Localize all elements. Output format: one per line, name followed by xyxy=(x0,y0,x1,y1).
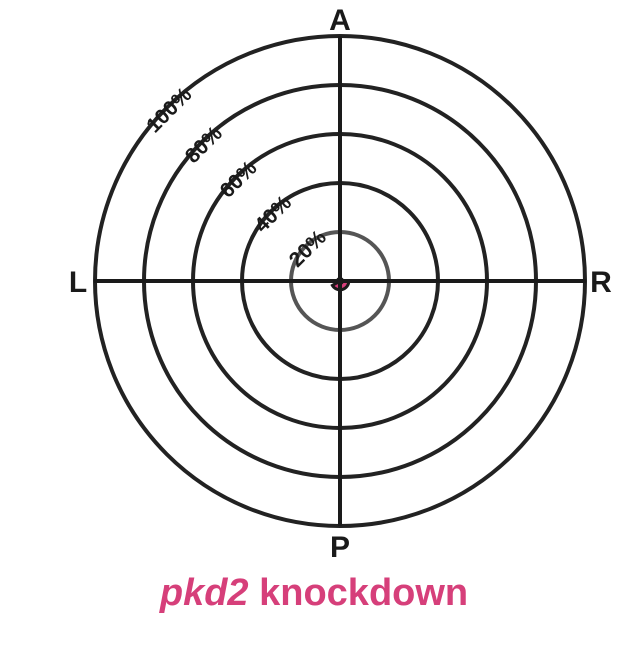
polar-chart: 20%40%60%80%100% A P L R xyxy=(69,4,612,564)
chart-title: pkd2 knockdown xyxy=(0,572,628,615)
axis-label-left: L xyxy=(69,266,87,299)
chart-title-gene: pkd2 xyxy=(159,572,249,614)
axis-label-top: A xyxy=(329,4,351,37)
ring-label-80: 80% xyxy=(181,122,227,168)
axis-label-right: R xyxy=(590,266,612,299)
center-dot xyxy=(336,277,344,285)
ring-label-group: 20%40%60%80%100% xyxy=(142,83,331,272)
center-marker xyxy=(336,277,344,285)
chart-title-rest: knockdown xyxy=(248,572,469,614)
axis-label-bottom: P xyxy=(330,531,350,564)
